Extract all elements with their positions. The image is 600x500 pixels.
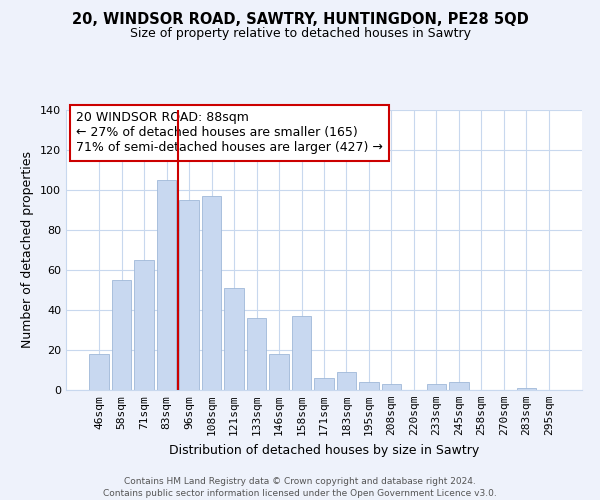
Bar: [224, 288, 244, 390]
Bar: [202, 196, 221, 390]
Bar: [247, 318, 266, 390]
Bar: [382, 384, 401, 390]
Bar: [292, 316, 311, 390]
X-axis label: Distribution of detached houses by size in Sawtry: Distribution of detached houses by size …: [169, 444, 479, 456]
Bar: [179, 200, 199, 390]
Bar: [517, 388, 536, 390]
Text: 20, WINDSOR ROAD, SAWTRY, HUNTINGDON, PE28 5QD: 20, WINDSOR ROAD, SAWTRY, HUNTINGDON, PE…: [71, 12, 529, 28]
Bar: [359, 382, 379, 390]
Text: Size of property relative to detached houses in Sawtry: Size of property relative to detached ho…: [130, 28, 470, 40]
Bar: [427, 384, 446, 390]
Bar: [112, 280, 131, 390]
Bar: [157, 180, 176, 390]
Text: Contains public sector information licensed under the Open Government Licence v3: Contains public sector information licen…: [103, 489, 497, 498]
Bar: [269, 354, 289, 390]
Bar: [449, 382, 469, 390]
Text: Contains HM Land Registry data © Crown copyright and database right 2024.: Contains HM Land Registry data © Crown c…: [124, 478, 476, 486]
Bar: [337, 372, 356, 390]
Bar: [89, 354, 109, 390]
Bar: [134, 260, 154, 390]
Bar: [314, 378, 334, 390]
Text: 20 WINDSOR ROAD: 88sqm
← 27% of detached houses are smaller (165)
71% of semi-de: 20 WINDSOR ROAD: 88sqm ← 27% of detached…: [76, 112, 383, 154]
Y-axis label: Number of detached properties: Number of detached properties: [22, 152, 34, 348]
